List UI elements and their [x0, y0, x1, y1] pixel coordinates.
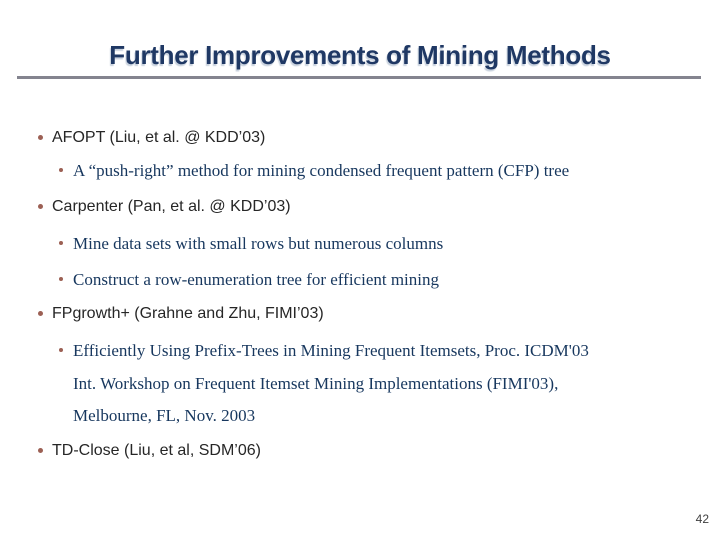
bullet-label: AFOPT (Liu, et al. @ KDD’03)	[52, 129, 266, 146]
bullet-item-fpgrowth: FPgrowth+ (Grahne and Zhu, FIMI’03)	[38, 303, 324, 324]
sub-bullet-fpgrowth-line3: Melbourne, FL, Nov. 2003	[73, 404, 255, 427]
bullet-dot	[59, 241, 63, 245]
page-number: 42	[695, 512, 709, 526]
bullet-item-carpenter: Carpenter (Pan, et al. @ KDD’03)	[38, 196, 291, 217]
sub-bullet-fpgrowth-line1: Efficiently Using Prefix-Trees in Mining…	[59, 339, 589, 362]
bullet-dot	[38, 311, 43, 316]
bullet-dot	[38, 448, 43, 453]
bullet-dot	[59, 168, 63, 172]
bullet-dot	[38, 135, 43, 140]
bullet-dot	[59, 348, 63, 352]
title-underline	[17, 76, 701, 79]
sub-bullet-fpgrowth-line2: Int. Workshop on Frequent Itemset Mining…	[73, 372, 558, 395]
sub-bullet-carpenter-1: Mine data sets with small rows but numer…	[59, 232, 443, 255]
bullet-label: TD-Close (Liu, et al, SDM’06)	[52, 442, 261, 459]
bullet-item-tdclose: TD-Close (Liu, et al, SDM’06)	[38, 440, 261, 461]
bullet-dot	[38, 204, 43, 209]
sub-bullet-label: Melbourne, FL, Nov. 2003	[73, 406, 256, 425]
slide-title: Further Improvements of Mining Methods	[109, 40, 611, 70]
bullet-label: FPgrowth+ (Grahne and Zhu, FIMI’03)	[52, 305, 324, 322]
sub-bullet-carpenter-2: Construct a row-enumeration tree for eff…	[59, 268, 439, 291]
sub-bullet-label: Construct a row-enumeration tree for eff…	[73, 270, 440, 289]
bullet-label: Carpenter (Pan, et al. @ KDD’03)	[52, 198, 291, 215]
sub-bullet-label: Int. Workshop on Frequent Itemset Mining…	[73, 374, 559, 393]
sub-bullet-label: A “push-right” method for mining condens…	[73, 161, 570, 180]
bullet-dot	[59, 277, 63, 281]
sub-bullet-label: Mine data sets with small rows but numer…	[73, 234, 444, 253]
sub-bullet-label: Efficiently Using Prefix-Trees in Mining…	[73, 341, 589, 360]
sub-bullet-afopt-1: A “push-right” method for mining condens…	[59, 159, 569, 182]
bullet-item-afopt: AFOPT (Liu, et al. @ KDD’03)	[38, 127, 265, 148]
